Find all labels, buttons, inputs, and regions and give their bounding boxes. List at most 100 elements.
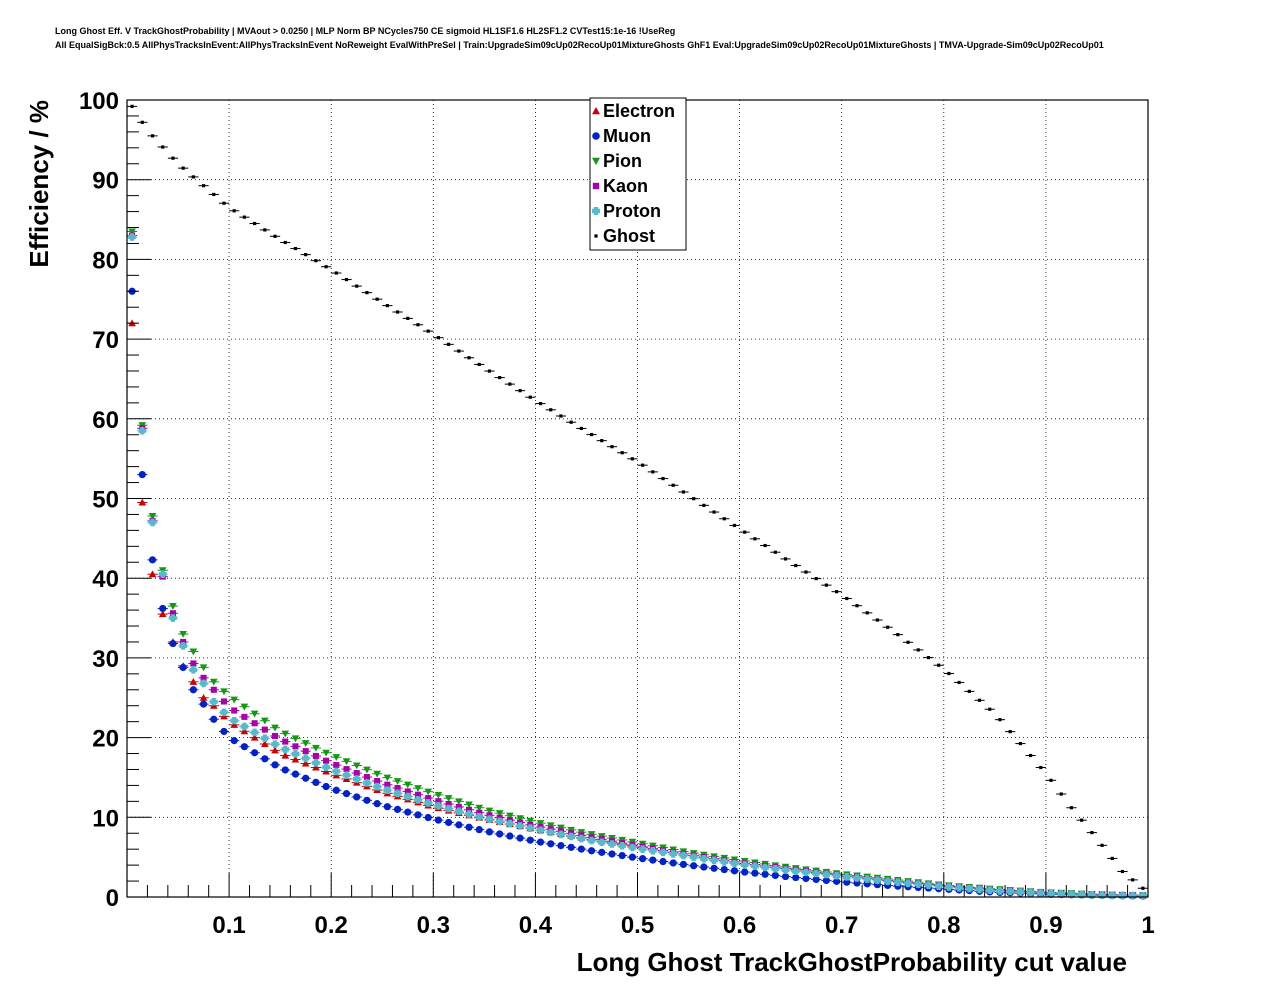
data-point — [404, 788, 411, 795]
data-point — [681, 490, 686, 494]
data-point — [190, 660, 197, 667]
data-point — [365, 291, 369, 295]
data-point — [526, 817, 535, 825]
data-point — [322, 763, 330, 772]
data-point — [232, 209, 236, 213]
axis-ticks — [127, 99, 1149, 898]
data-point — [261, 717, 269, 725]
data-point — [1131, 878, 1135, 882]
data-point — [148, 556, 157, 564]
y-tick-label: 0 — [106, 885, 119, 912]
data-point — [743, 530, 747, 534]
data-point — [353, 770, 360, 777]
data-point — [720, 858, 729, 866]
data-point — [199, 664, 208, 672]
data-point — [240, 743, 249, 751]
data-point — [291, 770, 300, 778]
data-point — [722, 517, 726, 521]
data-point — [763, 543, 767, 548]
data-point — [1141, 886, 1145, 890]
legend-marker — [592, 182, 600, 190]
legend-marker — [592, 132, 600, 140]
data-point — [171, 156, 175, 160]
data-point — [671, 483, 675, 487]
data-point — [832, 871, 841, 880]
data-point — [1059, 792, 1063, 796]
data-point — [455, 798, 463, 806]
data-point — [926, 655, 931, 660]
data-point — [557, 824, 565, 832]
data-point — [873, 876, 882, 884]
data-point — [353, 793, 361, 801]
y-tick-label: 90 — [92, 168, 119, 195]
data-point — [579, 426, 583, 431]
data-point — [385, 304, 389, 308]
data-point — [355, 284, 359, 288]
data-point — [383, 803, 391, 811]
data-point — [906, 640, 910, 644]
data-point — [240, 722, 249, 731]
data-point — [455, 807, 463, 816]
data-point — [996, 887, 1004, 895]
data-point — [822, 870, 831, 879]
data-point — [659, 857, 667, 866]
data-point — [373, 782, 381, 791]
data-point — [732, 523, 737, 528]
data-point — [363, 766, 371, 774]
data-point — [475, 826, 483, 834]
data-point — [955, 884, 963, 892]
data-point — [179, 642, 187, 650]
data-point — [179, 663, 187, 672]
data-point — [455, 821, 463, 829]
data-point — [241, 713, 248, 720]
data-point — [128, 228, 136, 236]
data-point — [334, 271, 338, 275]
data-point — [199, 679, 208, 688]
data-point — [394, 785, 401, 792]
data-point — [1067, 890, 1076, 899]
x-tick-label: 0.6 — [723, 912, 756, 939]
data-point — [169, 610, 176, 617]
data-point — [761, 863, 769, 872]
data-point — [822, 876, 830, 885]
data-point — [476, 809, 483, 816]
legend: Electron Muon Pion Kaon Proton Ghost — [589, 97, 687, 251]
data-point — [792, 873, 800, 882]
legend-marker — [592, 107, 600, 115]
legend-label: Electron — [603, 101, 675, 121]
data-point — [251, 749, 259, 757]
data-point — [1008, 730, 1012, 734]
data-point — [730, 867, 739, 875]
data-point — [352, 762, 361, 770]
data-point — [343, 766, 350, 773]
data-point — [1080, 818, 1084, 822]
data-point — [753, 537, 757, 541]
data-point — [312, 758, 320, 767]
data-point — [855, 604, 859, 608]
data-point — [457, 349, 461, 353]
y-tick-label: 40 — [92, 566, 119, 593]
data-point — [567, 826, 575, 834]
data-point — [150, 134, 155, 138]
data-point — [845, 596, 849, 601]
data-point — [148, 570, 157, 578]
data-point — [937, 663, 941, 667]
data-point — [791, 867, 800, 876]
data-point — [641, 463, 645, 467]
data-point — [436, 336, 441, 340]
data-point — [628, 853, 637, 861]
data-point — [741, 868, 749, 876]
data-point — [231, 707, 238, 714]
data-point — [618, 851, 626, 860]
data-point — [445, 801, 452, 808]
data-point — [975, 885, 984, 894]
data-point — [1049, 778, 1053, 782]
data-point — [638, 855, 647, 863]
data-point — [130, 104, 134, 108]
data-point — [689, 853, 698, 861]
data-point — [802, 874, 810, 883]
data-point — [669, 850, 678, 858]
data-point — [281, 745, 290, 754]
y-tick-label: 100 — [79, 88, 119, 115]
